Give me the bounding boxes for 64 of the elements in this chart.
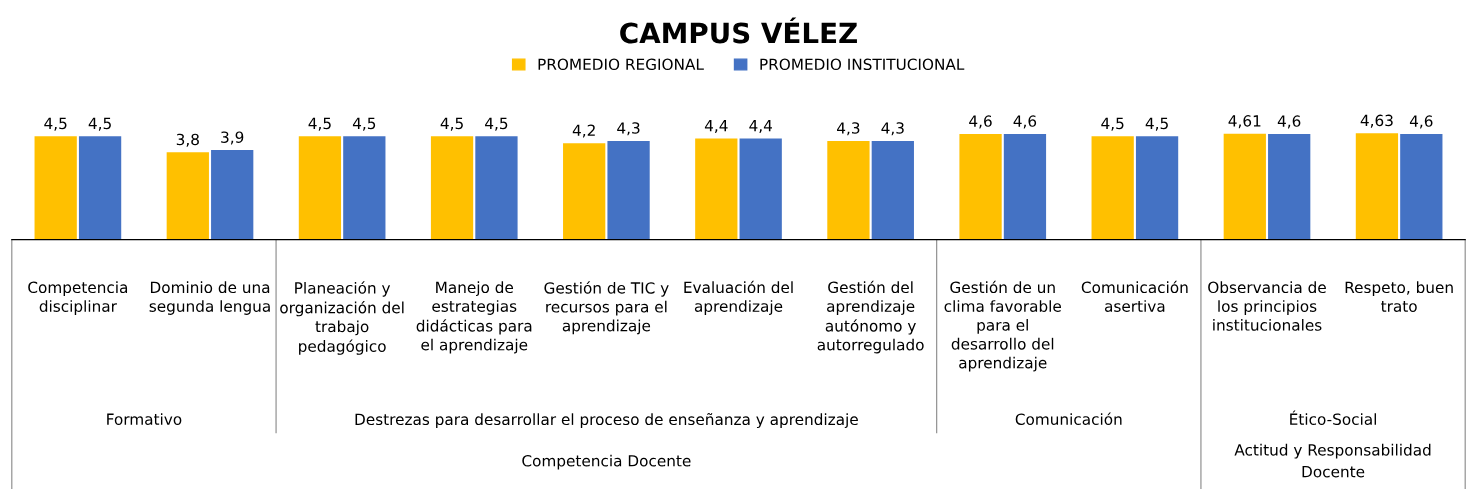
x-tick-label: Gestión de TIC y recursos para el aprendizaje [544,281,669,335]
text: Destrezas para desarrollar el proceso de enseñanza y aprendizaje [355,413,858,429]
text: Comunicación [1015,412,1122,425]
bar [739,138,782,240]
x-tick-label: Evaluación del aprendizaje [684,280,793,315]
data-label: 4,6 [1013,115,1037,129]
bar [1135,136,1179,240]
bar [1091,136,1134,240]
data-label: 4,4 [704,120,728,134]
data-label: 4,4 [749,120,772,134]
x-tick-label: Respeto, buen trato [1345,281,1453,312]
bar [343,136,386,240]
bar [871,140,914,240]
x-tick-label: Planeación y organización del trabajo pedagógico [280,281,404,355]
data-label: 4,6 [1277,115,1301,129]
data-label: 4,5 [352,117,376,131]
data-label: 4,5 [440,117,463,131]
data-label: 3,9 [221,131,244,145]
x-tick-label: Manejo de estrategias didácticas para el aprendizaje [416,281,532,354]
data-label: 4,61 [1228,115,1261,129]
bar [1355,133,1399,240]
data-label: 4,5 [1101,117,1124,131]
text: Ético-Social [1290,410,1376,425]
data-label: 4,5 [308,117,331,131]
data-label: 4,63 [1360,114,1393,128]
text: Competencia Docente [522,454,691,470]
data-label: 4,2 [572,124,595,138]
bar [607,140,650,240]
data-label: 4,6 [1409,115,1433,129]
x-tick-label: Gestión de un clima favorable para el desarrollo del aprendizaje [944,280,1061,372]
data-label: 4,5 [485,117,508,131]
bar [78,136,122,240]
data-label: 4,3 [617,122,640,136]
data-label: 4,6 [969,115,992,129]
bar [1003,133,1047,240]
data-label: 4,5 [1145,117,1168,131]
x-tick-label: Competencia disciplinar [28,281,128,315]
bar [695,138,738,240]
bar [563,143,606,240]
legend-label: PROMEDIO INSTITUCIONAL [760,58,965,71]
bar [1223,133,1266,240]
x-tick-label: Gestión del aprendizaje autónomo y autorregulado [817,280,924,354]
x-tick-label: Dominio de una segunda lengua [149,281,270,315]
x-tick-label: Observancia de los principios institucionales [1208,281,1326,331]
bar [298,136,342,240]
chart-title: CAMPUS VÉLEZ [620,17,857,44]
text: Formativo [107,413,182,425]
text: Actitud y Responsabilidad Docente [1234,443,1431,478]
bar [959,133,1002,240]
bar [1268,133,1311,240]
data-label: 4,5 [44,117,67,131]
bar [34,136,77,240]
bar [430,136,474,240]
data-label: 4,3 [881,122,904,136]
bar [475,136,518,240]
data-label: 4,3 [837,122,860,136]
bar [1400,133,1443,240]
data-label: 4,5 [88,117,111,131]
bar [211,150,254,240]
x-tick-label: Comunicación asertiva [1081,280,1188,312]
bar [827,140,870,240]
data-label: 3,8 [176,133,199,147]
legend-label: PROMEDIO REGIONAL [538,58,704,71]
bar [166,152,209,240]
